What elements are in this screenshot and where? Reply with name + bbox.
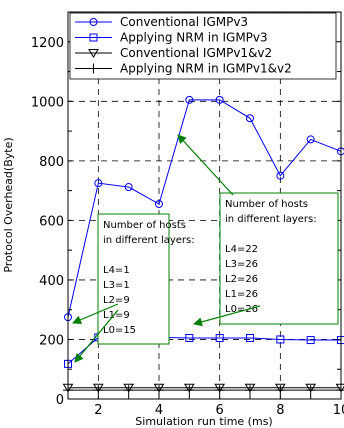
data-point-triangle <box>92 383 104 393</box>
data-point-circle <box>155 200 163 209</box>
annotation-line: Number of hosts <box>225 199 308 210</box>
x-tick-label: 8 <box>276 403 284 418</box>
annotation-arrow <box>177 134 234 196</box>
y-tick-label: 0 <box>56 393 64 408</box>
data-point-plus <box>154 385 164 396</box>
x-tick-label: 10 <box>333 403 344 418</box>
data-point-triangle <box>88 49 99 58</box>
data-point-triangle <box>153 383 165 393</box>
annotation-line: L0=15 <box>103 325 136 336</box>
data-point-plus <box>123 385 134 396</box>
data-point-square <box>215 333 224 342</box>
data-point-circle <box>246 114 254 123</box>
legend-label: Conventional IGMPv3 <box>120 15 248 29</box>
x-tick-label: 6 <box>216 403 224 418</box>
data-point-triangle <box>183 383 195 393</box>
legend-item: Applying NRM in IGMPv3 <box>75 31 268 45</box>
y-tick-label: 200 <box>39 333 64 348</box>
annotation-arrow <box>193 305 261 327</box>
ticks: 2 4 6 8 10 0 200 400 600 800 1000 1200 <box>31 11 344 418</box>
annotation-line: L3=1 <box>103 280 130 291</box>
data-point-square <box>246 333 254 342</box>
legend-label: Applying NRM in IGMPv1&v2 <box>120 62 292 76</box>
legend-item: Applying NRM in IGMPv1&v2 <box>75 62 292 76</box>
data-point-circle <box>124 183 133 192</box>
y-tick-label: 600 <box>39 214 64 229</box>
data-point-triangle <box>244 383 256 393</box>
annotations: Number of hosts in different layers: L4=1 L… <box>72 134 339 363</box>
annotation-2: Number of hosts in different layers: L4=22… <box>177 134 339 327</box>
annotation-arrow <box>72 303 119 325</box>
annotation-box <box>97 213 170 345</box>
y-tick-label: 1200 <box>31 36 64 51</box>
annotation-arrow <box>74 309 119 363</box>
annotation-line: L2=26 <box>225 274 258 285</box>
legend-label: Conventional IGMPv1&v2 <box>120 46 272 60</box>
annotation-line: L1=26 <box>225 289 258 300</box>
data-point-circle <box>276 171 285 180</box>
series-line <box>67 99 342 318</box>
data-point-plus <box>88 63 99 74</box>
annotation-line: L3=26 <box>225 259 258 270</box>
y-tick-label: 1000 <box>31 95 64 110</box>
legend-item: Conventional IGMPv1&v2 <box>75 46 272 60</box>
annotation-line: in different layers: <box>103 235 195 246</box>
series-3 <box>62 383 344 393</box>
legend-label: Applying NRM in IGMPv3 <box>120 31 268 45</box>
data-point-square <box>185 333 194 342</box>
data-point-triangle <box>274 383 286 393</box>
series-layer <box>62 95 344 396</box>
legend-item: Conventional IGMPv3 <box>75 15 248 29</box>
y-axis-label: Protocol Overhead(Byte) <box>2 137 15 272</box>
y-tick-label: 400 <box>39 274 64 289</box>
y-tick-label: 800 <box>39 155 64 170</box>
annotation-line: L2=9 <box>103 295 130 306</box>
annotation-line: L0=26 <box>225 304 258 315</box>
data-point-triangle <box>123 383 135 393</box>
plot-frame <box>67 11 342 400</box>
data-point-triangle <box>305 383 317 393</box>
x-axis-label: Simulation run time (ms) <box>135 415 272 428</box>
data-point-circle <box>215 95 224 104</box>
data-point-square <box>276 335 285 344</box>
data-point-circle <box>185 95 194 104</box>
data-point-triangle <box>214 383 226 393</box>
annotation-line: L4=1 <box>103 265 130 276</box>
legend: Conventional IGMPv3 Applying NRM in IGMPv… <box>69 12 337 80</box>
annotation-line: Number of hosts <box>103 220 186 231</box>
data-point-plus <box>184 385 195 396</box>
data-point-plus <box>305 385 316 396</box>
annotation-1: Number of hosts in different layers: L4=1 L… <box>72 213 195 363</box>
annotation-box <box>219 192 339 325</box>
data-point-square <box>89 33 98 42</box>
x-tick-label: 2 <box>94 403 102 418</box>
data-point-circle <box>94 179 103 188</box>
x-tick-label: 4 <box>155 403 163 418</box>
data-point-square <box>306 336 315 345</box>
annotation-line: L1=9 <box>103 310 130 321</box>
data-point-circle <box>306 135 315 144</box>
annotation-line: in different layers: <box>225 214 317 225</box>
legend-box <box>69 12 337 80</box>
data-point-plus <box>245 385 255 396</box>
data-point-plus <box>93 385 104 396</box>
data-point-circle <box>89 18 98 26</box>
data-point-plus <box>214 385 225 396</box>
annotation-line: L4=22 <box>225 244 258 255</box>
data-point-plus <box>275 385 286 396</box>
